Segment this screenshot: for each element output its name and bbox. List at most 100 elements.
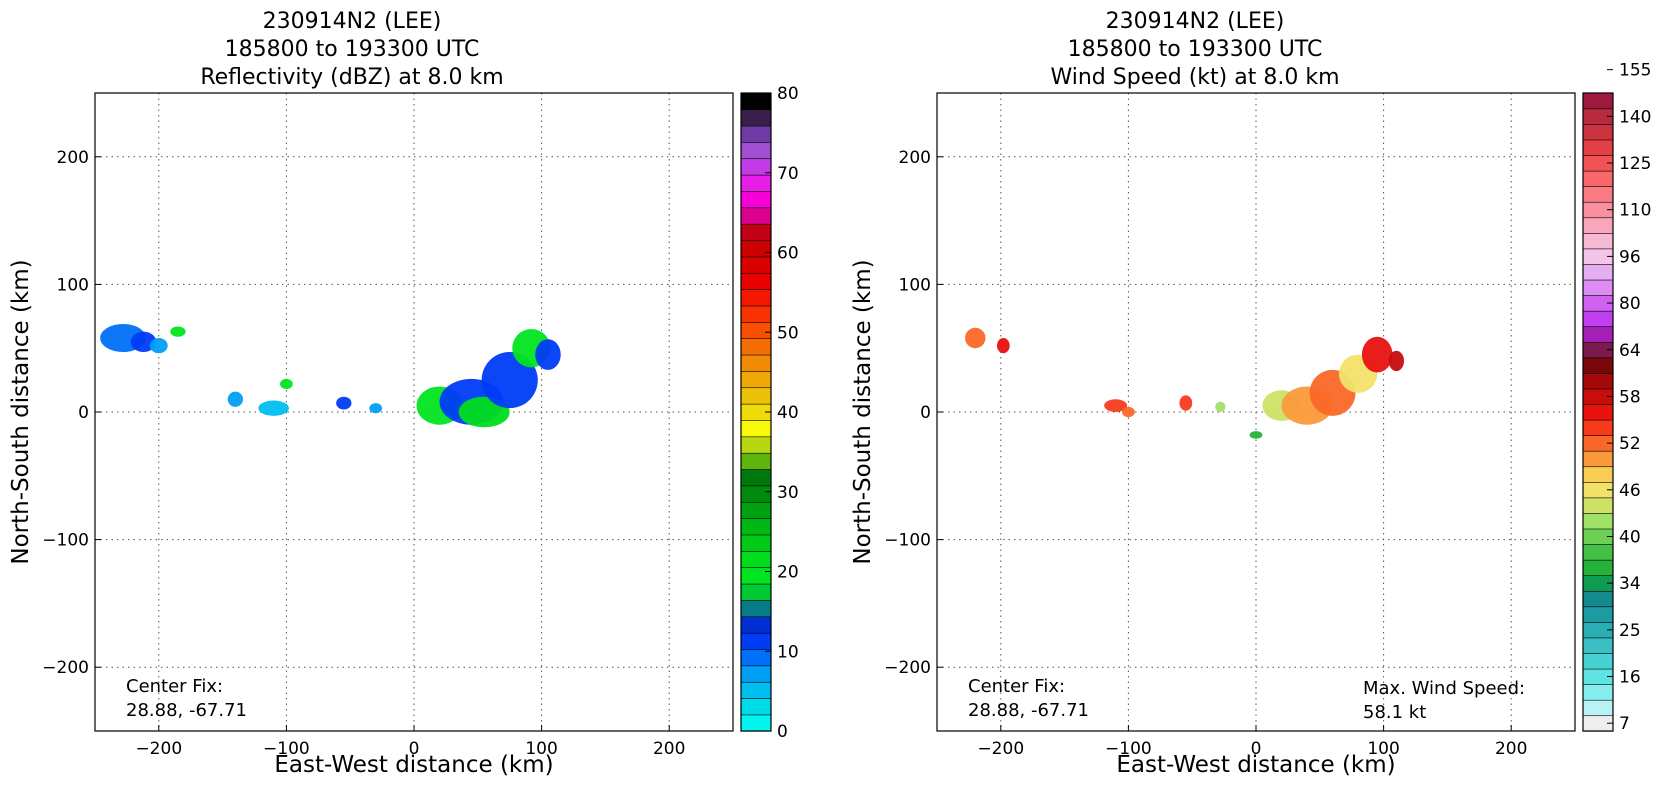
reflectivity-colorbar-swatch bbox=[740, 567, 772, 585]
reflectivity-colorbar-swatch bbox=[740, 92, 772, 110]
wind-colorbar-tick-label: 125 bbox=[1619, 154, 1651, 174]
reflectivity-echo-region bbox=[227, 391, 244, 407]
wind-colorbar-tick-label: 64 bbox=[1619, 341, 1641, 361]
reflectivity-colorbar-swatch bbox=[740, 289, 772, 307]
reflectivity-colorbar-swatch bbox=[740, 583, 772, 601]
reflectivity-echo-region bbox=[258, 400, 289, 416]
wind-colorbar-swatch bbox=[1582, 123, 1614, 141]
reflectivity-x-tick-label: 200 bbox=[653, 739, 685, 759]
wind-speed-panel: 230914N2 (LEE) 185800 to 193300 UTC Wind… bbox=[850, 9, 1651, 778]
wind-colorbar-swatch bbox=[1582, 543, 1614, 561]
wind-plot-frame bbox=[936, 92, 1576, 732]
reflectivity-echo-region bbox=[280, 378, 293, 390]
reflectivity-colorbar-swatch bbox=[740, 125, 772, 143]
wind-colorbar-swatch bbox=[1582, 217, 1614, 234]
reflectivity-x-tick-label: −100 bbox=[263, 739, 310, 759]
reflectivity-colorbar-swatch bbox=[740, 256, 772, 274]
wind-echo-region bbox=[1179, 395, 1193, 411]
wind-colorbar-swatch bbox=[1582, 170, 1614, 187]
wind-colorbar-swatch bbox=[1582, 372, 1614, 390]
wind-max-speed-label: Max. Wind Speed: bbox=[1363, 678, 1525, 699]
wind-colorbar-swatch bbox=[1582, 590, 1614, 608]
reflectivity-center-fix-label: Center Fix: bbox=[126, 676, 223, 697]
reflectivity-y-tick-label: 200 bbox=[57, 148, 89, 168]
wind-title-line-3: Wind Speed (kt) at 8.0 km bbox=[1050, 65, 1339, 90]
reflectivity-panel: 230914N2 (LEE) 185800 to 193300 UTC Refl… bbox=[8, 9, 799, 778]
reflectivity-colorbar-swatch bbox=[740, 697, 772, 716]
reflectivity-x-tick-label: 0 bbox=[409, 739, 420, 759]
wind-echo-region bbox=[1388, 350, 1405, 372]
wind-echo-region bbox=[1122, 406, 1135, 418]
reflectivity-colorbar-swatch bbox=[740, 616, 772, 634]
reflectivity-x-tick-label: 100 bbox=[525, 739, 557, 759]
wind-title-line-1: 230914N2 (LEE) bbox=[1106, 9, 1285, 34]
reflectivity-colorbar-swatch bbox=[740, 419, 772, 438]
reflectivity-colorbar-swatch bbox=[740, 468, 772, 487]
reflectivity-colorbar-swatch bbox=[740, 550, 772, 569]
wind-echo-region bbox=[996, 337, 1010, 354]
reflectivity-colorbar-swatch bbox=[740, 681, 772, 699]
reflectivity-echo-region bbox=[336, 396, 352, 410]
reflectivity-title-line-2: 185800 to 193300 UTC bbox=[225, 37, 480, 62]
wind-colorbar-swatch bbox=[1582, 279, 1614, 296]
wind-echo-region bbox=[1361, 336, 1393, 373]
wind-colorbar-tick-label: 7 bbox=[1619, 714, 1630, 734]
wind-colorbar-swatch bbox=[1582, 92, 1614, 110]
reflectivity-y-tick-label: −200 bbox=[42, 658, 89, 678]
reflectivity-colorbar-swatch bbox=[740, 239, 772, 258]
wind-x-axis-label: East-West distance (km) bbox=[1116, 752, 1395, 778]
wind-x-tick-label: 100 bbox=[1367, 739, 1399, 759]
reflectivity-colorbar-swatch bbox=[740, 714, 772, 732]
wind-colorbar-swatch bbox=[1582, 232, 1614, 250]
wind-colorbar-swatch bbox=[1582, 403, 1614, 421]
reflectivity-colorbar-tick-label: 10 bbox=[777, 642, 799, 662]
wind-y-tick-label: 200 bbox=[899, 148, 931, 168]
wind-colorbar-swatch bbox=[1582, 357, 1614, 374]
reflectivity-title-line-1: 230914N2 (LEE) bbox=[263, 9, 442, 34]
wind-colorbar-swatch bbox=[1582, 497, 1614, 514]
wind-colorbar-swatch bbox=[1582, 450, 1614, 468]
reflectivity-colorbar-tick-label: 70 bbox=[777, 164, 799, 184]
reflectivity-echo-region bbox=[130, 331, 157, 353]
wind-colorbar-tick-label: 16 bbox=[1619, 668, 1641, 688]
reflectivity-colorbar: 0 10 20 30 40 50 60 70 80 bbox=[740, 84, 799, 742]
reflectivity-colorbar-swatch bbox=[740, 632, 772, 650]
reflectivity-colorbar-swatch bbox=[740, 485, 772, 503]
reflectivity-colorbar-swatch bbox=[740, 518, 772, 536]
wind-y-tick-label: 100 bbox=[899, 275, 931, 295]
wind-colorbar-swatch bbox=[1582, 466, 1614, 483]
reflectivity-echo-region bbox=[369, 403, 383, 414]
wind-colorbar-swatch bbox=[1582, 512, 1614, 530]
reflectivity-x-tick-label: −200 bbox=[135, 739, 182, 759]
wind-colorbar-swatch bbox=[1582, 326, 1614, 343]
reflectivity-colorbar-swatch bbox=[740, 599, 772, 618]
wind-x-tick-label: −200 bbox=[977, 739, 1024, 759]
wind-y-tick-label: 0 bbox=[920, 403, 931, 423]
wind-colorbar-swatch bbox=[1582, 139, 1614, 156]
reflectivity-colorbar-swatch bbox=[740, 354, 772, 372]
wind-colorbar-swatch bbox=[1582, 606, 1614, 623]
wind-colorbar-tick-label: 80 bbox=[1619, 294, 1641, 314]
wind-colorbar-swatch bbox=[1582, 637, 1614, 654]
wind-colorbar: 7 16 25 34 40 46 52 58 64 80 96 110 125 140 155 bbox=[1582, 61, 1651, 734]
reflectivity-colorbar-tick-label: 80 bbox=[777, 84, 799, 104]
wind-x-tick-label: −100 bbox=[1105, 739, 1152, 759]
reflectivity-colorbar-tick-label: 20 bbox=[777, 563, 799, 583]
wind-colorbar-tick-label: 58 bbox=[1619, 387, 1641, 407]
reflectivity-y-axis-label: North-South distance (km) bbox=[8, 259, 34, 564]
reflectivity-colorbar-swatch bbox=[740, 174, 772, 192]
reflectivity-colorbar-swatch bbox=[740, 207, 772, 225]
reflectivity-colorbar-swatch bbox=[740, 436, 772, 454]
wind-plot-area: −200 −100 0 100 200 −200 −100 0 100 200 bbox=[884, 93, 1575, 759]
reflectivity-colorbar-tick-label: 40 bbox=[777, 403, 799, 423]
wind-colorbar-tick-label: 140 bbox=[1619, 107, 1651, 127]
reflectivity-echo-region bbox=[481, 352, 538, 409]
reflectivity-colorbar-swatch bbox=[740, 223, 772, 241]
reflectivity-plot-frame bbox=[94, 92, 734, 732]
wind-colorbar-tick-label: 52 bbox=[1619, 434, 1641, 454]
reflectivity-colorbar-swatch bbox=[740, 272, 772, 290]
reflectivity-colorbar-swatch bbox=[740, 305, 772, 323]
reflectivity-y-tick-label: 0 bbox=[78, 403, 89, 423]
reflectivity-colorbar-swatch bbox=[740, 387, 772, 405]
reflectivity-colorbar-swatch bbox=[740, 501, 772, 519]
